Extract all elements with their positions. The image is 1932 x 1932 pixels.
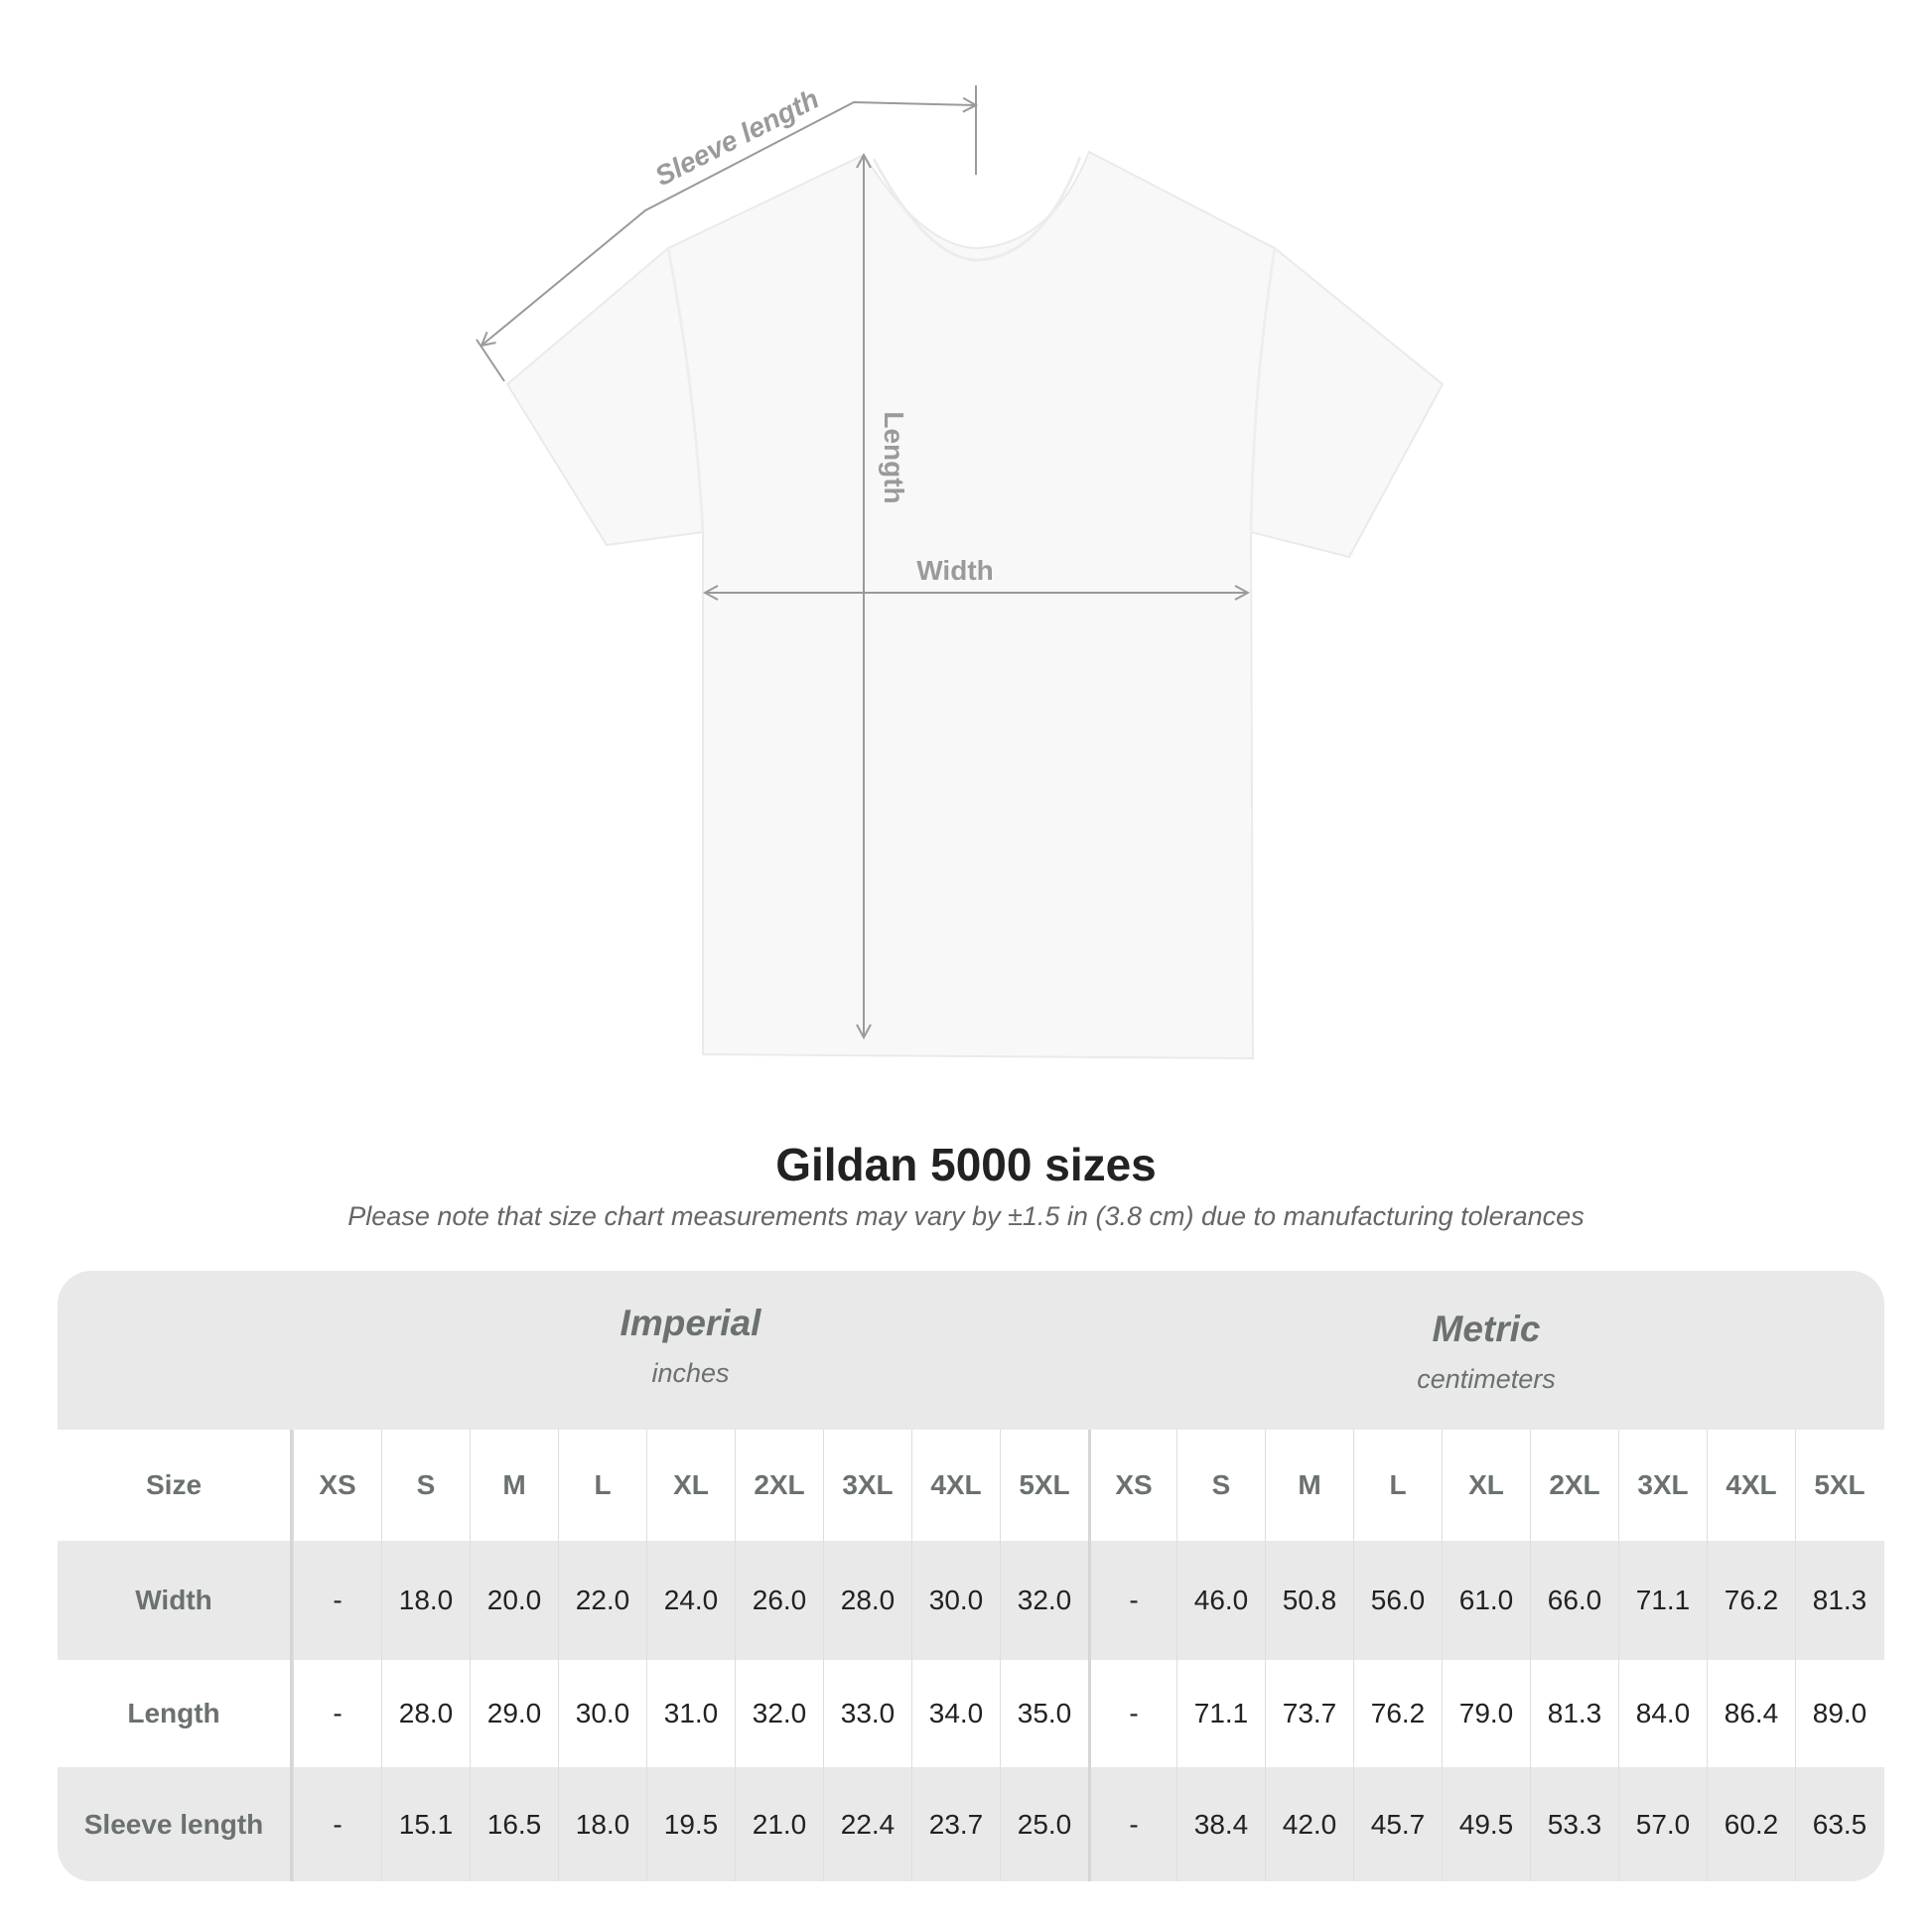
- metric-value: 66.0: [1530, 1541, 1618, 1660]
- size-header: 5XL: [1795, 1430, 1883, 1541]
- imperial-value: 23.7: [911, 1767, 1000, 1881]
- metric-value: 71.1: [1618, 1541, 1707, 1660]
- imperial-value: 21.0: [735, 1767, 823, 1881]
- metric-value: -: [1088, 1660, 1176, 1767]
- metric-value: 86.4: [1707, 1660, 1795, 1767]
- metric-value: 63.5: [1795, 1767, 1883, 1881]
- imperial-value: 30.0: [911, 1541, 1000, 1660]
- imperial-value: 34.0: [911, 1660, 1000, 1767]
- metric-value: 57.0: [1618, 1767, 1707, 1881]
- chart-title: Gildan 5000 sizes: [775, 1139, 1157, 1190]
- metric-value: 50.8: [1265, 1541, 1353, 1660]
- size-header: L: [1353, 1430, 1442, 1541]
- metric-value: 89.0: [1795, 1660, 1883, 1767]
- sleeve-length-annotation: [476, 85, 976, 382]
- metric-value: 76.2: [1707, 1541, 1795, 1660]
- metric-value: 49.5: [1442, 1767, 1530, 1881]
- metric-value: 60.2: [1707, 1767, 1795, 1881]
- size-header: S: [1176, 1430, 1265, 1541]
- imperial-value: 19.5: [646, 1767, 735, 1881]
- metric-value: 61.0: [1442, 1541, 1530, 1660]
- table-row: Length -28.0 29.0 30.0 31.0 32.0 33.0 34.0 35.0-…: [58, 1660, 1884, 1767]
- imperial-value: 15.1: [381, 1767, 470, 1881]
- metric-value: 79.0: [1442, 1660, 1530, 1767]
- size-header: M: [1265, 1430, 1353, 1541]
- size-header: 4XL: [1707, 1430, 1795, 1541]
- sleeve-length-label: Sleeve length: [650, 83, 824, 193]
- size-header: 3XL: [823, 1430, 911, 1541]
- table-row: Sleeve length -15.1 16.5 18.0 19.5 21.0 22.4 23…: [58, 1767, 1884, 1881]
- metric-value: -: [1088, 1767, 1176, 1881]
- imperial-value: 25.0: [1000, 1767, 1088, 1881]
- metric-value: 71.1: [1176, 1660, 1265, 1767]
- imperial-value: 22.4: [823, 1767, 911, 1881]
- metric-value: 84.0: [1618, 1660, 1707, 1767]
- row-label: Width: [58, 1541, 293, 1660]
- width-label: Width: [916, 555, 994, 586]
- metric-header: Metric centimeters: [1088, 1309, 1884, 1395]
- metric-value: 46.0: [1176, 1541, 1265, 1660]
- imperial-value: 32.0: [735, 1660, 823, 1767]
- imperial-value: -: [293, 1767, 381, 1881]
- size-header: 3XL: [1618, 1430, 1707, 1541]
- size-header-row: Size XS S M L XL 2XL 3XL 4XL 5XL XS S M L XL 2XL 3XL 4XL 5…: [58, 1430, 1884, 1541]
- metric-value: 38.4: [1176, 1767, 1265, 1881]
- metric-value: 56.0: [1353, 1541, 1442, 1660]
- tshirt-diagram: Sleeve length Length Width: [476, 83, 1445, 1060]
- size-header: XL: [646, 1430, 735, 1541]
- imperial-value: -: [293, 1660, 381, 1767]
- row-label: Sleeve length: [58, 1767, 293, 1881]
- imperial-value: 20.0: [470, 1541, 558, 1660]
- tshirt-shape: [505, 150, 1445, 1060]
- size-header: XS: [1088, 1430, 1176, 1541]
- metric-value: 53.3: [1530, 1767, 1618, 1881]
- imperial-value: -: [293, 1541, 381, 1660]
- metric-value: -: [1088, 1541, 1176, 1660]
- imperial-value: 30.0: [558, 1660, 646, 1767]
- imperial-value: 22.0: [558, 1541, 646, 1660]
- imperial-value: 32.0: [1000, 1541, 1088, 1660]
- size-header: 5XL: [1000, 1430, 1088, 1541]
- imperial-value: 24.0: [646, 1541, 735, 1660]
- row-label: Size: [58, 1430, 293, 1541]
- imperial-header: Imperial inches: [293, 1303, 1088, 1389]
- metric-value: 81.3: [1795, 1541, 1883, 1660]
- imperial-value: 18.0: [558, 1767, 646, 1881]
- size-header: XS: [293, 1430, 381, 1541]
- metric-value: 42.0: [1265, 1767, 1353, 1881]
- imperial-value: 31.0: [646, 1660, 735, 1767]
- unit-header: Imperial inches Metric centimeters: [58, 1271, 1884, 1430]
- row-label: Length: [58, 1660, 293, 1767]
- imperial-value: 16.5: [470, 1767, 558, 1881]
- size-header: 2XL: [735, 1430, 823, 1541]
- metric-value: 76.2: [1353, 1660, 1442, 1767]
- size-header: M: [470, 1430, 558, 1541]
- metric-value: 73.7: [1265, 1660, 1353, 1767]
- imperial-value: 35.0: [1000, 1660, 1088, 1767]
- table-row: Width -18.0 20.0 22.0 24.0 26.0 28.0 30.0 32.0-4…: [58, 1541, 1884, 1660]
- size-header: L: [558, 1430, 646, 1541]
- metric-value: 81.3: [1530, 1660, 1618, 1767]
- metric-unit: centimeters: [1417, 1364, 1556, 1394]
- size-table: Imperial inches Metric centimeters Size X…: [58, 1271, 1884, 1881]
- size-header: S: [381, 1430, 470, 1541]
- imperial-value: 29.0: [470, 1660, 558, 1767]
- metric-title: Metric: [1432, 1309, 1541, 1349]
- imperial-value: 33.0: [823, 1660, 911, 1767]
- metric-value: 45.7: [1353, 1767, 1442, 1881]
- imperial-title: Imperial: [620, 1303, 761, 1343]
- imperial-value: 26.0: [735, 1541, 823, 1660]
- size-header: 4XL: [911, 1430, 1000, 1541]
- size-header: XL: [1442, 1430, 1530, 1541]
- imperial-value: 28.0: [381, 1660, 470, 1767]
- size-header: 2XL: [1530, 1430, 1618, 1541]
- imperial-value: 18.0: [381, 1541, 470, 1660]
- imperial-value: 28.0: [823, 1541, 911, 1660]
- imperial-unit: inches: [651, 1358, 730, 1388]
- length-label: Length: [879, 411, 909, 503]
- tolerance-note: Please note that size chart measurements…: [347, 1201, 1585, 1231]
